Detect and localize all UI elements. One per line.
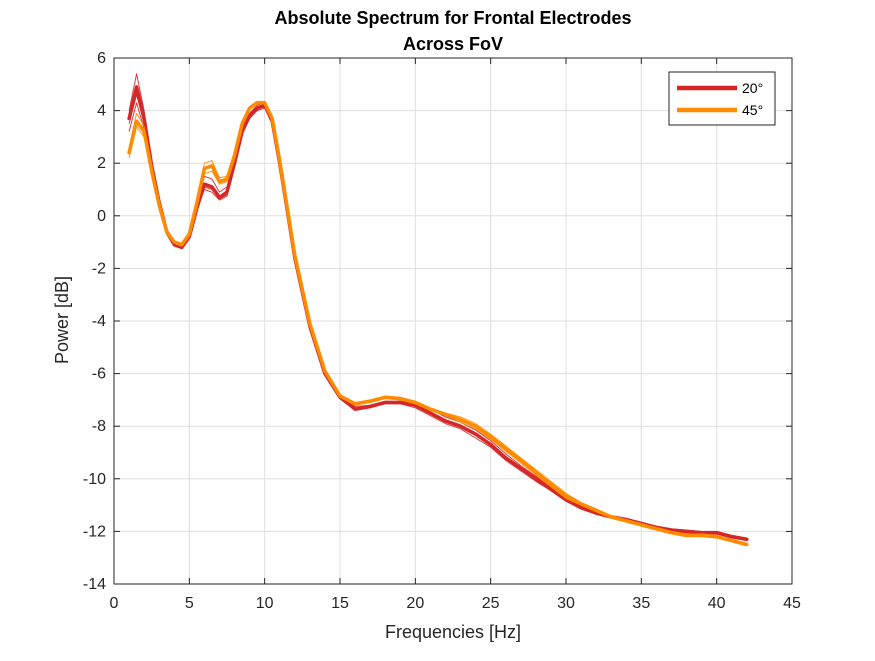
legend-label-45: 45° <box>742 102 763 118</box>
x-tick-label: 30 <box>557 595 575 612</box>
x-tick-label: 35 <box>632 595 650 612</box>
x-tick-label: 25 <box>482 595 500 612</box>
y-tick-label: 0 <box>97 208 106 225</box>
y-tick-label: 2 <box>97 155 106 172</box>
y-axis-label: Power [dB] <box>52 276 72 364</box>
y-tick-label: -8 <box>92 418 106 435</box>
chart-subtitle: Across FoV <box>403 34 503 54</box>
x-tick-label: 45 <box>783 595 801 612</box>
legend-label-20: 20° <box>742 80 763 96</box>
axis-ticks: 0 5 10 15 20 25 30 35 40 45 -14 -12 -10 -8 -6 -4 -2 0 2 4 6 <box>83 50 801 612</box>
legend-box <box>668 71 776 126</box>
y-tick-label: -12 <box>83 523 106 540</box>
y-tick-label: -6 <box>92 366 106 383</box>
y-tick-label: -14 <box>83 576 106 593</box>
x-tick-label: 15 <box>331 595 349 612</box>
x-tick-label: 40 <box>708 595 726 612</box>
plot-lines <box>127 73 749 547</box>
x-axis-label: Frequencies [Hz] <box>385 622 521 642</box>
y-tick-label: -4 <box>92 313 106 330</box>
y-tick-label: 6 <box>97 50 106 67</box>
x-tick-label: 20 <box>406 595 424 612</box>
y-tick-label: 4 <box>97 103 106 120</box>
chart-title: Absolute Spectrum for Frontal Electrodes <box>274 8 631 28</box>
x-tick-label: 0 <box>110 595 119 612</box>
x-tick-label: 5 <box>185 595 194 612</box>
y-tick-label: -2 <box>92 260 106 277</box>
series-45-line <box>127 100 749 547</box>
y-tick-label: -10 <box>83 471 106 488</box>
legend: 20° 45° <box>668 71 776 126</box>
x-tick-label: 10 <box>256 595 274 612</box>
